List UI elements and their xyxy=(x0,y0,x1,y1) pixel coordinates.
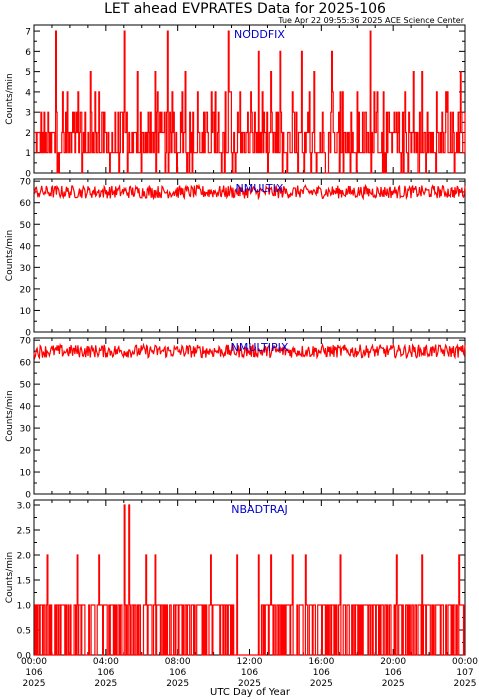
xtick-time-label: 00:00 xyxy=(452,657,478,667)
panel-3-series-line xyxy=(33,342,466,360)
panel-4-ytick-label: 3.0 xyxy=(17,502,32,512)
xtick-doy-label: 106 xyxy=(97,668,114,678)
panel-1-ytick-label: 2 xyxy=(25,129,31,139)
panel-3-frame xyxy=(33,337,466,495)
panel-2-ytick-label: 20 xyxy=(20,285,32,295)
panel-3-ytick-label: 30 xyxy=(20,425,32,435)
panel-1-ylabel: Counts/min xyxy=(5,73,15,124)
panel-4-ytick-label: 0.0 xyxy=(17,652,32,662)
panel-3-ylabel: Counts/min xyxy=(5,390,15,441)
xtick-doy-label: 106 xyxy=(313,668,330,678)
xtick-time-label: 12:00 xyxy=(237,657,263,667)
xtick-doy-label: 106 xyxy=(241,668,258,678)
xtick-year-label: 2025 xyxy=(166,679,189,689)
panel-2-frame xyxy=(33,178,466,333)
xtick-doy-label: 106 xyxy=(385,668,402,678)
panel-2-ytick-label: 30 xyxy=(20,264,32,274)
panel-3-ytick-label: 20 xyxy=(20,447,32,457)
panel-2-ytick-label: 60 xyxy=(20,199,32,209)
panel-3-label: NMULTIPIX xyxy=(231,341,289,354)
panel-3-ytick-label: 50 xyxy=(20,381,32,391)
panel-4-label: NBADTRAJ xyxy=(231,503,287,516)
xtick-year-label: 2025 xyxy=(454,679,477,689)
panel-1-label: NODDFIX xyxy=(234,28,285,41)
x-axis-title: UTC Day of Year xyxy=(210,687,291,698)
panel-2-ytick-label: 70 xyxy=(20,178,32,188)
panel-4-ytick-label: 0.5 xyxy=(17,627,31,637)
panel-4-series-line xyxy=(34,504,465,656)
panel-1-ytick-label: 0 xyxy=(25,170,31,180)
panel-2-ytick-label: 40 xyxy=(20,242,32,252)
xtick-time-label: 20:00 xyxy=(380,657,406,667)
panel-3-ytick-label: 10 xyxy=(20,469,32,479)
xtick-doy-label: 106 xyxy=(169,668,186,678)
xtick-doy-label: 106 xyxy=(25,668,42,678)
panel-4-ytick-label: 2.5 xyxy=(17,527,31,537)
xtick-doy-label: 107 xyxy=(456,668,473,678)
panel-1-series-line xyxy=(34,30,466,174)
xtick-year-label: 2025 xyxy=(23,679,46,689)
panel-2-ylabel: Counts/min xyxy=(5,230,15,281)
panel-4-ytick-label: 1.5 xyxy=(17,577,31,587)
panel-2-label: NMULTIX xyxy=(236,182,284,195)
xtick-year-label: 2025 xyxy=(238,679,261,689)
panel-2-series-line xyxy=(33,183,466,201)
xtick-time-label: 04:00 xyxy=(93,657,119,667)
panel-1-ytick-label: 6 xyxy=(25,48,31,58)
xtick-year-label: 2025 xyxy=(382,679,405,689)
panel-4-ylabel: Counts/min xyxy=(5,552,15,603)
panel-2-ytick-label: 10 xyxy=(20,307,32,317)
panel-1-ytick-label: 1 xyxy=(25,149,31,159)
xtick-year-label: 2025 xyxy=(310,679,333,689)
panel-2-ytick-label: 0 xyxy=(25,329,31,339)
xtick-time-label: 08:00 xyxy=(165,657,191,667)
panel-1-ytick-label: 7 xyxy=(25,28,31,38)
xtick-time-label: 00:00 xyxy=(21,657,47,667)
chart-title: LET ahead EVPRATES Data for 2025-106 xyxy=(104,1,386,17)
timestamp-label: Tue Apr 22 09:55:36 2025 ACE Science Cen… xyxy=(277,16,464,25)
panel-1-ytick-label: 3 xyxy=(25,109,31,119)
panel-4-ytick-label: 1.0 xyxy=(17,602,32,612)
panel-1-ytick-label: 5 xyxy=(25,68,31,78)
panel-3-ytick-label: 0 xyxy=(25,491,31,501)
panel-4-ytick-label: 2.0 xyxy=(17,552,32,562)
panel-3-ytick-label: 60 xyxy=(20,359,32,369)
panel-1-ytick-label: 4 xyxy=(25,88,31,98)
panel-2-ytick-label: 50 xyxy=(20,221,32,231)
panel-3-ytick-label: 40 xyxy=(20,403,32,413)
panel-3-ytick-label: 70 xyxy=(20,337,32,347)
xtick-year-label: 2025 xyxy=(94,679,117,689)
xtick-time-label: 16:00 xyxy=(308,657,334,667)
